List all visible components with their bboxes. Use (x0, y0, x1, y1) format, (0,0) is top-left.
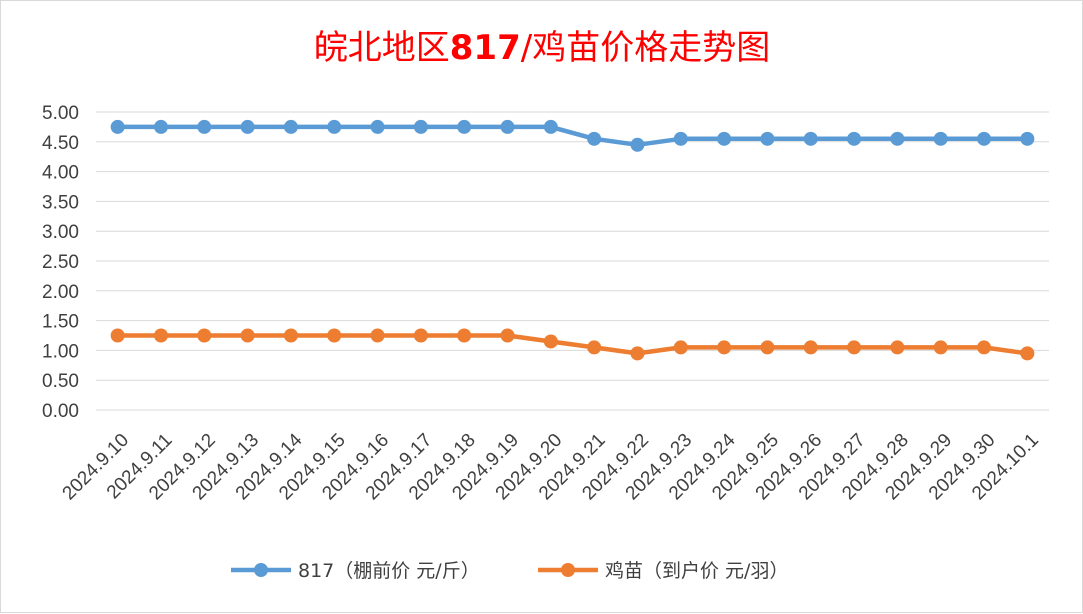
data-point (283, 119, 298, 134)
data-point (890, 340, 905, 355)
data-point (587, 340, 602, 355)
data-point (110, 328, 125, 343)
series-1 (110, 119, 1035, 152)
data-point (760, 340, 775, 355)
series-line (115, 333, 1030, 356)
data-point (543, 334, 558, 349)
data-point (977, 340, 992, 355)
legend-label: 鸡苗（到户价 元/羽） (605, 560, 788, 582)
data-point (370, 328, 385, 343)
series-2 (110, 328, 1035, 361)
data-point (413, 119, 428, 134)
data-point (197, 119, 212, 134)
data-point (760, 131, 775, 146)
legend-marker (561, 563, 575, 577)
data-point (153, 328, 168, 343)
legend-label: 817（棚前价 元/斤） (298, 560, 480, 582)
data-point (673, 340, 688, 355)
chart-title: 皖北地区817/鸡苗价格走势图 (314, 28, 770, 68)
data-point (630, 346, 645, 361)
data-point (1020, 346, 1035, 361)
data-point (413, 328, 428, 343)
y-tick-label: 0.00 (42, 401, 79, 422)
y-tick-label: 0.50 (42, 371, 79, 392)
y-tick-label: 3.50 (42, 192, 79, 213)
series-line (115, 124, 1030, 148)
data-point (717, 131, 732, 146)
legend: 817（棚前价 元/斤） 鸡苗（到户价 元/羽） (231, 560, 788, 582)
y-tick-label: 2.00 (42, 282, 79, 303)
data-point (543, 119, 558, 134)
data-point (240, 328, 255, 343)
data-point (327, 119, 342, 134)
data-point (977, 131, 992, 146)
data-point (240, 119, 255, 134)
data-point (457, 119, 472, 134)
series-group (110, 119, 1035, 361)
data-point (587, 131, 602, 146)
data-point (890, 131, 905, 146)
y-tick-label: 1.00 (42, 341, 79, 362)
data-point (717, 340, 732, 355)
data-point (283, 328, 298, 343)
data-point (630, 137, 645, 152)
data-point (1020, 131, 1035, 146)
data-point (370, 119, 385, 134)
data-point (197, 328, 212, 343)
data-point (500, 119, 515, 134)
legend-item: 817（棚前价 元/斤） (231, 560, 480, 582)
data-point (110, 119, 125, 134)
y-tick-label: 2.50 (42, 252, 79, 273)
data-point (457, 328, 472, 343)
legend-marker (254, 563, 268, 577)
x-axis-ticks: 2024.9.102024.9.112024.9.122024.9.132024… (59, 429, 1043, 504)
data-point (153, 119, 168, 134)
y-tick-label: 5.00 (42, 103, 79, 124)
gridlines (96, 111, 1049, 411)
y-tick-label: 3.00 (42, 222, 79, 243)
y-tick-label: 4.00 (42, 163, 79, 184)
y-tick-label: 1.50 (42, 312, 79, 333)
data-point (803, 131, 818, 146)
data-point (933, 340, 948, 355)
data-point (500, 328, 515, 343)
y-tick-label: 4.50 (42, 133, 79, 154)
y-axis-ticks: 0.00 0.50 1.00 1.50 2.00 2.50 3.00 3.50 4.00 4.50… (42, 103, 79, 422)
data-point (847, 131, 862, 146)
data-point (673, 131, 688, 146)
legend-item: 鸡苗（到户价 元/羽） (538, 560, 788, 582)
data-point (933, 131, 948, 146)
data-point (847, 340, 862, 355)
data-point (803, 340, 818, 355)
data-point (327, 328, 342, 343)
